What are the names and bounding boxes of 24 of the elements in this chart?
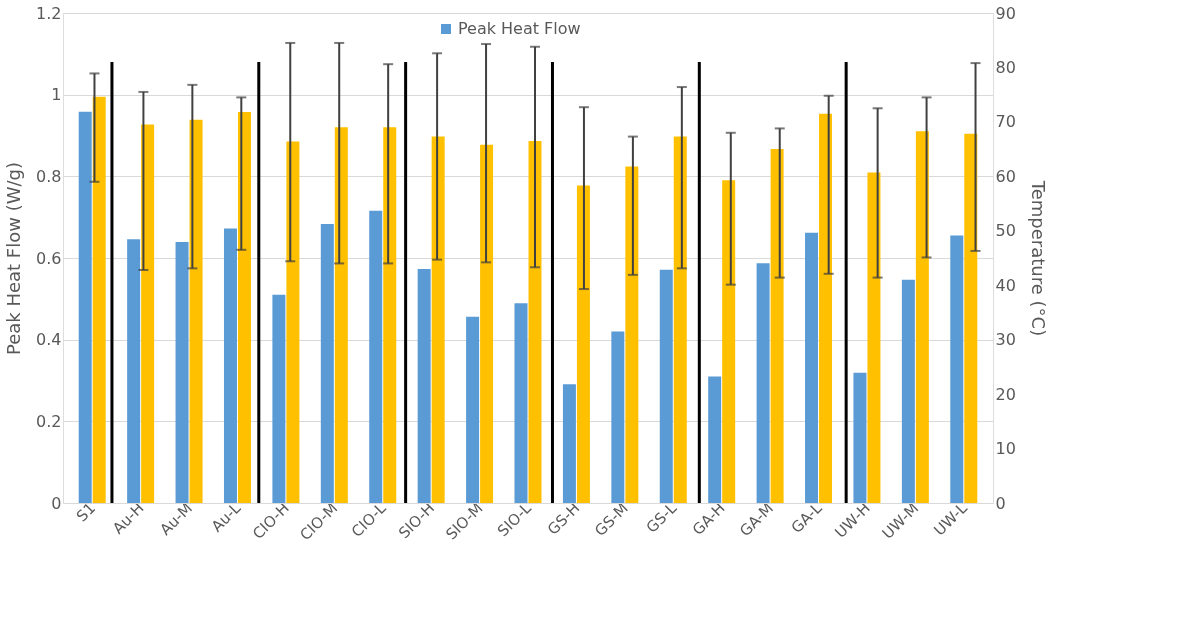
y2-tick-label: 80 [995,57,1016,77]
y2-tick-label: 30 [995,330,1016,350]
y2-tick-label: 0 [995,493,1006,513]
y2-axis-title: Temperature (°C) [1027,179,1049,337]
y2-tick-label: 20 [995,384,1016,404]
y2-tick-label: 10 [995,439,1016,459]
y2-tick-label: 70 [995,112,1016,132]
y-tick-label: 0 [51,493,62,513]
bar [722,180,736,503]
bar [576,185,590,503]
y-tick-label: 0.4 [36,330,62,350]
y-tick-label: 1.2 [36,3,62,23]
y-tick-label: 0.2 [36,411,62,431]
x-tick-label: S1 [72,499,100,526]
legend-label: Peak Heat Flow [458,19,581,38]
y2-tick-label: 50 [995,221,1016,241]
y-tick-label: 1 [51,85,62,105]
bar [867,172,881,503]
y2-tick-label: 60 [995,166,1016,186]
y-axis-title: Peak Heat Flow (W/g) [3,161,25,356]
y-tick-label: 0.8 [36,166,62,186]
y2-tick-label: 40 [995,275,1016,295]
y2-tick-label: 90 [995,3,1016,23]
y-tick-label: 0.6 [36,248,62,268]
